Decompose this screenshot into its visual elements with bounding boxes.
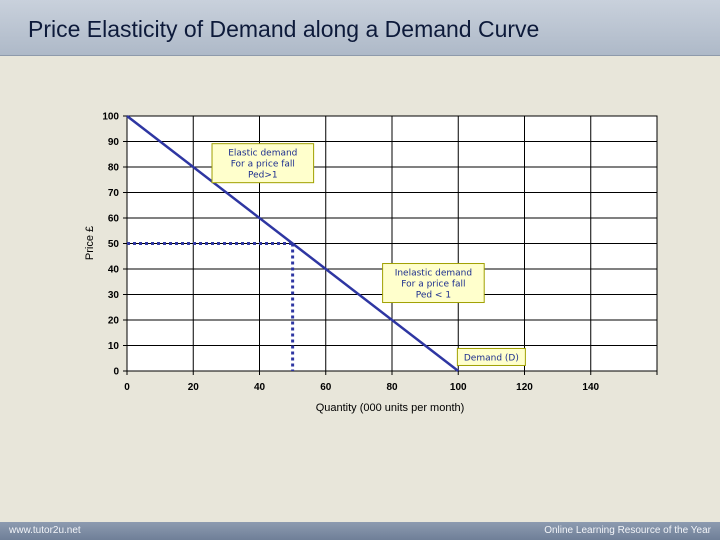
- annotation-box: Demand (D): [456, 347, 526, 366]
- y-tick-label: 100: [102, 112, 119, 123]
- footer-site-link[interactable]: www.tutor2u.net: [9, 525, 81, 536]
- annotation-text: Demand (D): [464, 353, 519, 363]
- demand-chart: 0 10 20 30 40 50 60 70 80 90 100 0 20 40 60 80 100 120 140…: [84, 112, 658, 414]
- y-tick-label: 30: [108, 290, 120, 301]
- footer: www.tutor2u.net Online Learning Resource…: [0, 522, 720, 540]
- annotation-text: For a price fall: [401, 280, 465, 290]
- x-tick-label: 20: [188, 382, 200, 393]
- x-tick-label: 140: [582, 382, 599, 393]
- x-tick-label: 40: [254, 382, 266, 393]
- annotation-box-background: [382, 263, 485, 304]
- annotation-text: For a price fall: [231, 160, 295, 170]
- x-tick-label: 120: [516, 382, 533, 393]
- y-tick-label: 90: [108, 137, 120, 148]
- footer-tagline: Online Learning Resource of the Year: [544, 525, 711, 536]
- y-tick-label: 40: [108, 265, 120, 276]
- title-bar: Price Elasticity of Demand along a Deman…: [0, 0, 720, 56]
- y-tick-label: 0: [113, 367, 119, 378]
- chart-axes: 0 10 20 30 40 50 60 70 80 90 100 0 20 40 60 80 100 120 140: [102, 112, 658, 393]
- x-tick-label: 0: [124, 382, 130, 393]
- annotation-box-background: [456, 347, 526, 366]
- y-tick-label: 20: [108, 316, 120, 327]
- annotation-text: Ped < 1: [416, 291, 451, 301]
- page-title: Price Elasticity of Demand along a Deman…: [28, 16, 540, 42]
- x-tick-label: 60: [320, 382, 332, 393]
- x-axis-label: Quantity (000 units per month): [316, 402, 465, 414]
- y-tick-label: 60: [108, 214, 120, 225]
- annotation-text: Elastic demand: [228, 149, 297, 159]
- y-axis-label: Price £: [84, 226, 96, 260]
- x-tick-label: 100: [450, 382, 467, 393]
- chart-series: [126, 115, 460, 372]
- x-tick-label: 80: [386, 382, 398, 393]
- demand-curve-line: [126, 115, 460, 372]
- annotation-box-background: [211, 143, 315, 184]
- y-tick-label: 80: [108, 163, 120, 174]
- annotation-text: Ped>1: [248, 171, 278, 181]
- annotation-text: Inelastic demand: [395, 269, 472, 279]
- y-tick-label: 10: [108, 341, 120, 352]
- y-tick-label: 50: [108, 239, 120, 250]
- y-tick-label: 70: [108, 188, 120, 199]
